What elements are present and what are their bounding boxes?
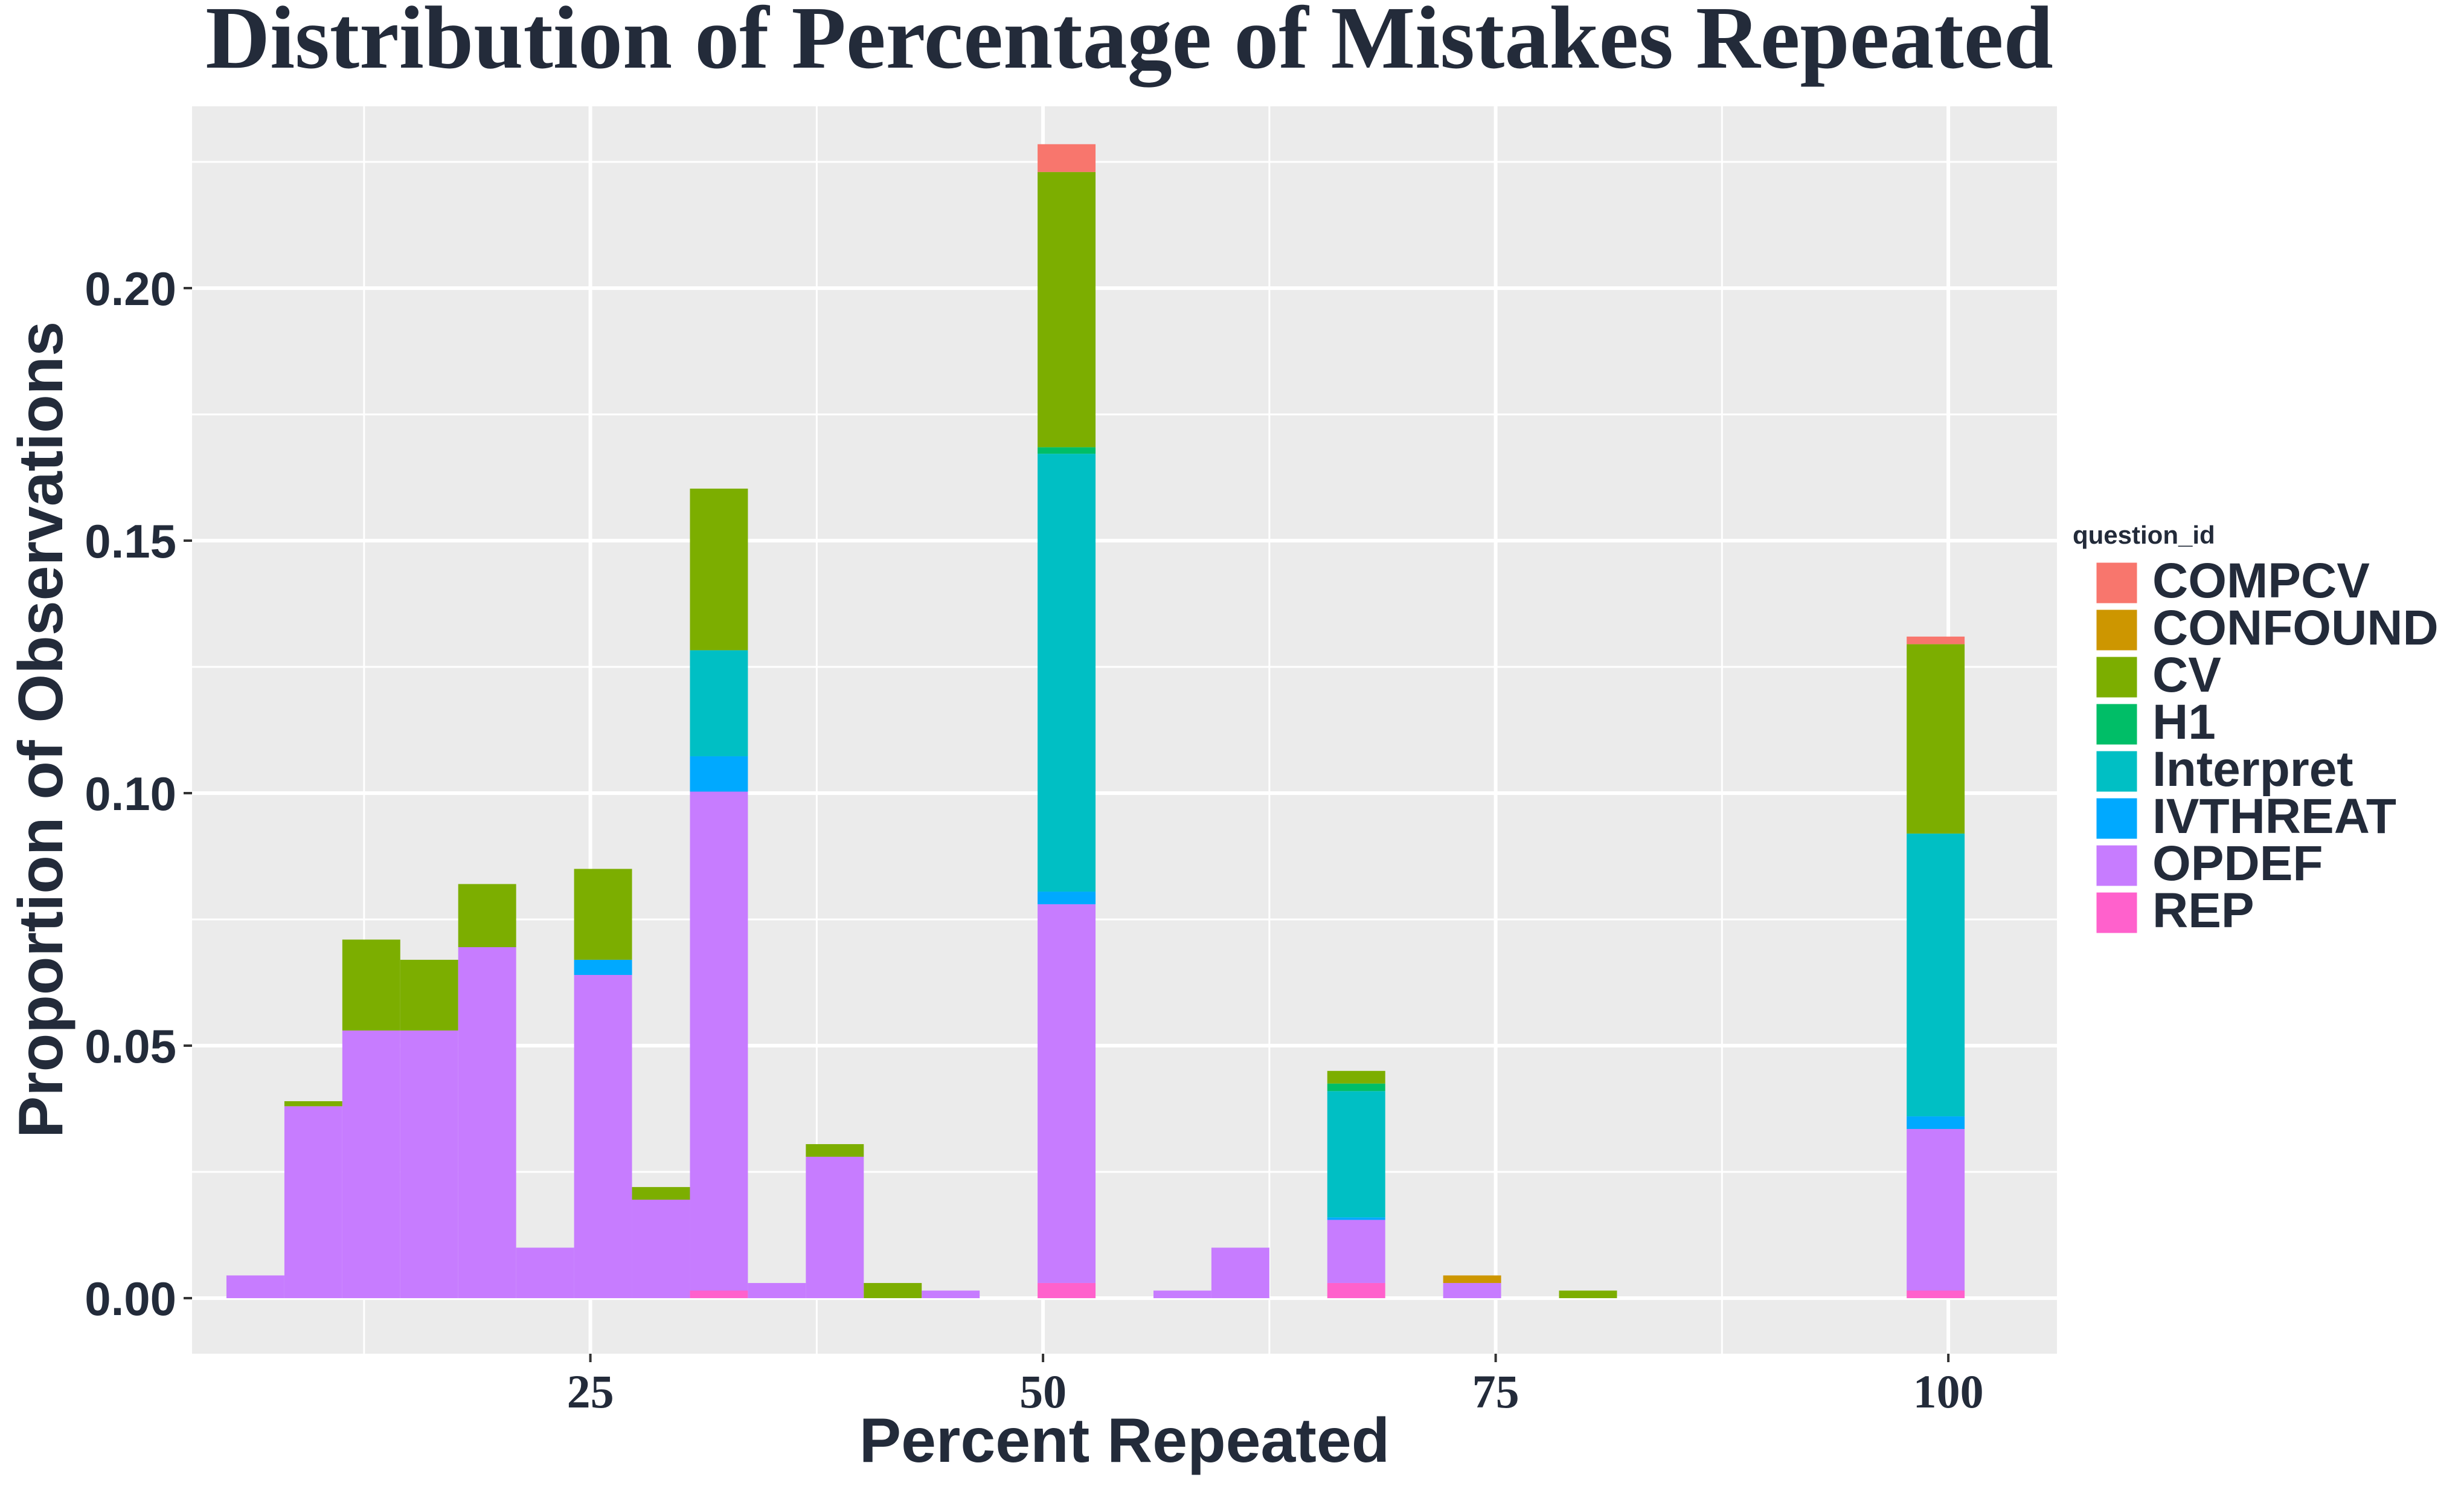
bar-segment-interpret: [1038, 454, 1096, 892]
bar-segment-opdef: [458, 947, 516, 1299]
bar-segment-opdef: [1153, 1290, 1211, 1299]
bars-layer: [226, 144, 1965, 1299]
bar-segment-cv: [1327, 1070, 1385, 1084]
bar-segment-cv: [1038, 172, 1096, 448]
legend-label-opdef: OPDEF: [2152, 836, 2323, 891]
bar-segment-cv: [632, 1187, 690, 1200]
bar-segment-h1: [1038, 447, 1096, 454]
bar-segment-opdef: [1211, 1247, 1269, 1299]
bar-segment-cv: [458, 884, 516, 947]
legend-swatch-cv: [2094, 655, 2139, 700]
legend-swatch-h1: [2094, 702, 2139, 747]
legend-swatch-compcv: [2094, 561, 2139, 605]
legend-title: question_id: [2073, 521, 2215, 549]
legend-label-ivthreat: IVTHREAT: [2152, 789, 2396, 844]
bar-segment-cv: [1559, 1290, 1617, 1299]
legend-label-confound: CONFOUND: [2152, 600, 2439, 655]
bar-segment-opdef: [574, 974, 632, 1299]
y-tick-label: 0.15: [85, 515, 176, 568]
legend-label-cv: CV: [2152, 648, 2221, 703]
bar-segment-cv: [690, 488, 748, 651]
x-axis-title: Percent Repeated: [859, 1406, 1390, 1476]
bar-segment-opdef: [400, 1030, 458, 1299]
bar-segment-h1: [1327, 1083, 1385, 1092]
minor-gridlines: [192, 106, 2057, 1354]
x-tick-label: 50: [1019, 1365, 1067, 1418]
bar-segment-cv: [400, 959, 458, 1031]
bar-segment-rep: [1907, 1290, 1965, 1299]
bar-segment-interpret: [690, 650, 748, 756]
bar-segment-interpret: [1327, 1091, 1385, 1218]
bar-segment-opdef: [806, 1156, 864, 1299]
bar-segment-ivthreat: [1907, 1116, 1965, 1129]
bar-segment-ivthreat: [1038, 892, 1096, 904]
bar-segment-opdef: [922, 1290, 980, 1299]
legend-swatch-interpret: [2094, 749, 2139, 794]
bar-segment-cv: [342, 939, 400, 1031]
bar-segment-cv: [806, 1144, 864, 1157]
bar-segment-opdef: [1038, 904, 1096, 1283]
bar-segment-cv: [574, 869, 632, 960]
bar-segment-opdef: [690, 791, 748, 1291]
bar-segment-opdef: [516, 1247, 574, 1299]
legend-swatch-confound: [2094, 608, 2139, 652]
chart-title: Distribution of Percentage of Mistakes R…: [205, 0, 2053, 88]
bar-segment-opdef: [226, 1275, 284, 1299]
bar-segment-cv: [1907, 644, 1965, 834]
bar-segment-opdef: [632, 1200, 690, 1299]
y-tick-label: 0.00: [85, 1272, 176, 1325]
bar-segment-cv: [284, 1101, 342, 1107]
y-tick-label: 0.20: [85, 262, 176, 315]
bar-segment-compcv: [1907, 636, 1965, 645]
bar-segment-rep: [690, 1290, 748, 1299]
legend: question_id COMPCVCONFOUNDCVH1InterpretI…: [2073, 521, 2439, 938]
bar-segment-opdef: [1327, 1220, 1385, 1283]
legend-label-interpret: Interpret: [2152, 742, 2353, 797]
x-tick-label: 25: [567, 1365, 614, 1418]
bar-segment-opdef: [1443, 1282, 1501, 1299]
x-tick-label: 75: [1472, 1365, 1519, 1418]
legend-label-h1: H1: [2152, 695, 2216, 750]
x-tick-label: 100: [1913, 1365, 1984, 1418]
legend-label-rep: REP: [2152, 883, 2254, 938]
bar-segment-interpret: [1907, 833, 1965, 1117]
bar-segment-opdef: [342, 1030, 400, 1299]
y-tick-label: 0.05: [85, 1020, 176, 1073]
legend-swatch-ivthreat: [2094, 796, 2139, 841]
bar-segment-rep: [1327, 1282, 1385, 1299]
bar-segment-ivthreat: [690, 756, 748, 792]
bar-segment-ivthreat: [1327, 1217, 1385, 1220]
y-axis-title: Proportion of Observations: [6, 321, 76, 1138]
bar-segment-ivthreat: [574, 959, 632, 975]
y-tick-label: 0.10: [85, 767, 176, 820]
x-axis-ticks: 25 50 75 100: [567, 1354, 1984, 1418]
legend-label-compcv: COMPCV: [2152, 553, 2370, 608]
y-axis-ticks: 0.00 0.05 0.10 0.15 0.20: [85, 262, 192, 1325]
bar-segment-opdef: [284, 1106, 342, 1299]
bar-segment-rep: [1038, 1282, 1096, 1299]
legend-swatch-opdef: [2094, 843, 2139, 888]
bar-segment-opdef: [1907, 1128, 1965, 1291]
bar-segment-cv: [864, 1282, 922, 1299]
bar-segment-opdef: [748, 1282, 806, 1299]
legend-swatch-rep: [2094, 890, 2139, 935]
bar-segment-confound: [1443, 1275, 1501, 1283]
bar-segment-compcv: [1038, 144, 1096, 172]
